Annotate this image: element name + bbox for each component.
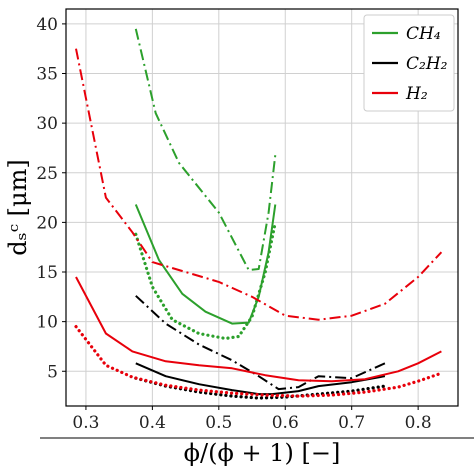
y-tick-label: 35 <box>36 65 58 85</box>
series-line-ch4-dotted <box>134 220 277 341</box>
x-tick-label: 0.8 <box>405 413 432 433</box>
series-layer <box>74 28 443 400</box>
legend: CH₄ C₂H₂ H₂ <box>363 14 455 112</box>
y-tick-label: 10 <box>36 313 58 333</box>
y-tick-label: 5 <box>47 362 58 382</box>
x-tick-label: 0.3 <box>72 413 99 433</box>
plot-frame <box>65 8 459 407</box>
x-tick-label: 0.5 <box>205 413 232 433</box>
series-line-c2h2-dotted <box>134 376 387 400</box>
series-line-h2-solid <box>75 276 442 383</box>
x-tick-label: 0.7 <box>338 413 365 433</box>
legend-label-ch4: CH₄ <box>406 24 441 44</box>
y-tick-label: 40 <box>36 15 58 35</box>
legend-label-h2: H₂ <box>405 84 428 104</box>
y-axis-label: dₛᶜ [μm] <box>4 159 32 255</box>
series-line-c2h2-solid <box>135 362 386 396</box>
x-tick-label: 0.4 <box>139 413 166 433</box>
legend-label-c2h2: C₂H₂ <box>406 54 448 74</box>
y-tick-label: 15 <box>36 263 58 283</box>
tick-layer: 0.3 0.4 0.5 0.6 0.7 0.8 5 10 15 20 25 30 35 40 <box>36 15 431 433</box>
y-tick-label: 30 <box>36 114 58 134</box>
y-tick-label: 20 <box>36 213 58 233</box>
y-tick-label: 25 <box>36 164 58 184</box>
legend-box <box>363 14 455 112</box>
series-line-h2-dashdot <box>75 48 443 321</box>
series-line-h2-dotted <box>74 325 443 398</box>
x-tick-label: 0.6 <box>272 413 299 433</box>
series-line-ch4-dashdot <box>134 28 277 271</box>
x-axis-label: ϕ/(ϕ + 1) [−] <box>184 439 341 466</box>
